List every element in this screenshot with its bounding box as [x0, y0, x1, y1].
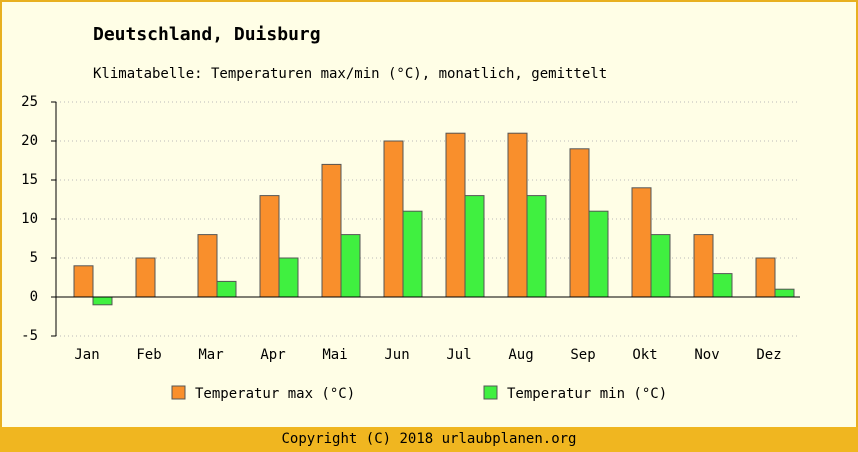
bar — [650, 234, 671, 298]
legend-label: Temperatur min (°C) — [507, 386, 667, 402]
x-tick-label: Nov — [694, 347, 719, 363]
bar — [135, 257, 156, 298]
bar — [774, 288, 795, 298]
footer-band — [0, 427, 858, 452]
bar — [526, 195, 547, 298]
y-tick-label: 15 — [21, 172, 38, 188]
chart-subtitle: Klimatabelle: Temperaturen max/min (°C),… — [93, 66, 607, 82]
x-tick-label: Apr — [260, 347, 285, 363]
bar — [445, 132, 466, 298]
bar — [321, 163, 342, 298]
x-tick-label: Jun — [384, 347, 409, 363]
bar — [464, 195, 485, 298]
bar — [340, 234, 361, 298]
x-tick-label: Mar — [198, 347, 223, 363]
y-tick-label: 25 — [21, 94, 38, 110]
x-tick-label: Mai — [322, 347, 347, 363]
x-tick-label: Jul — [446, 347, 471, 363]
bar — [278, 257, 299, 298]
bar — [383, 140, 404, 298]
x-tick-label: Sep — [570, 347, 595, 363]
bar — [402, 210, 423, 298]
bar — [631, 187, 652, 298]
legend-swatch — [171, 385, 186, 400]
chart-title: Deutschland, Duisburg — [93, 24, 321, 45]
footer-text: Copyright (C) 2018 urlaubplanen.org — [281, 431, 576, 447]
y-tick-label: 20 — [21, 133, 38, 149]
bar — [712, 273, 733, 298]
x-tick-label: Dez — [756, 347, 781, 363]
legend-swatch — [483, 385, 498, 400]
bar — [507, 132, 528, 298]
y-tick-label: 0 — [30, 289, 38, 305]
y-tick-label: 5 — [30, 250, 38, 266]
bar — [73, 265, 94, 298]
bar — [259, 195, 280, 298]
bar — [92, 296, 113, 306]
x-tick-label: Okt — [632, 347, 657, 363]
x-tick-label: Aug — [508, 347, 533, 363]
bar — [569, 148, 590, 298]
bar — [755, 257, 776, 298]
bar — [588, 210, 609, 298]
bar — [216, 280, 237, 298]
x-tick-label: Jan — [74, 347, 99, 363]
x-tick-label: Feb — [136, 347, 161, 363]
legend-label: Temperatur max (°C) — [195, 386, 355, 402]
bar — [693, 234, 714, 298]
y-tick-label: -5 — [21, 328, 38, 344]
y-tick-label: 10 — [21, 211, 38, 227]
bar — [197, 234, 218, 298]
